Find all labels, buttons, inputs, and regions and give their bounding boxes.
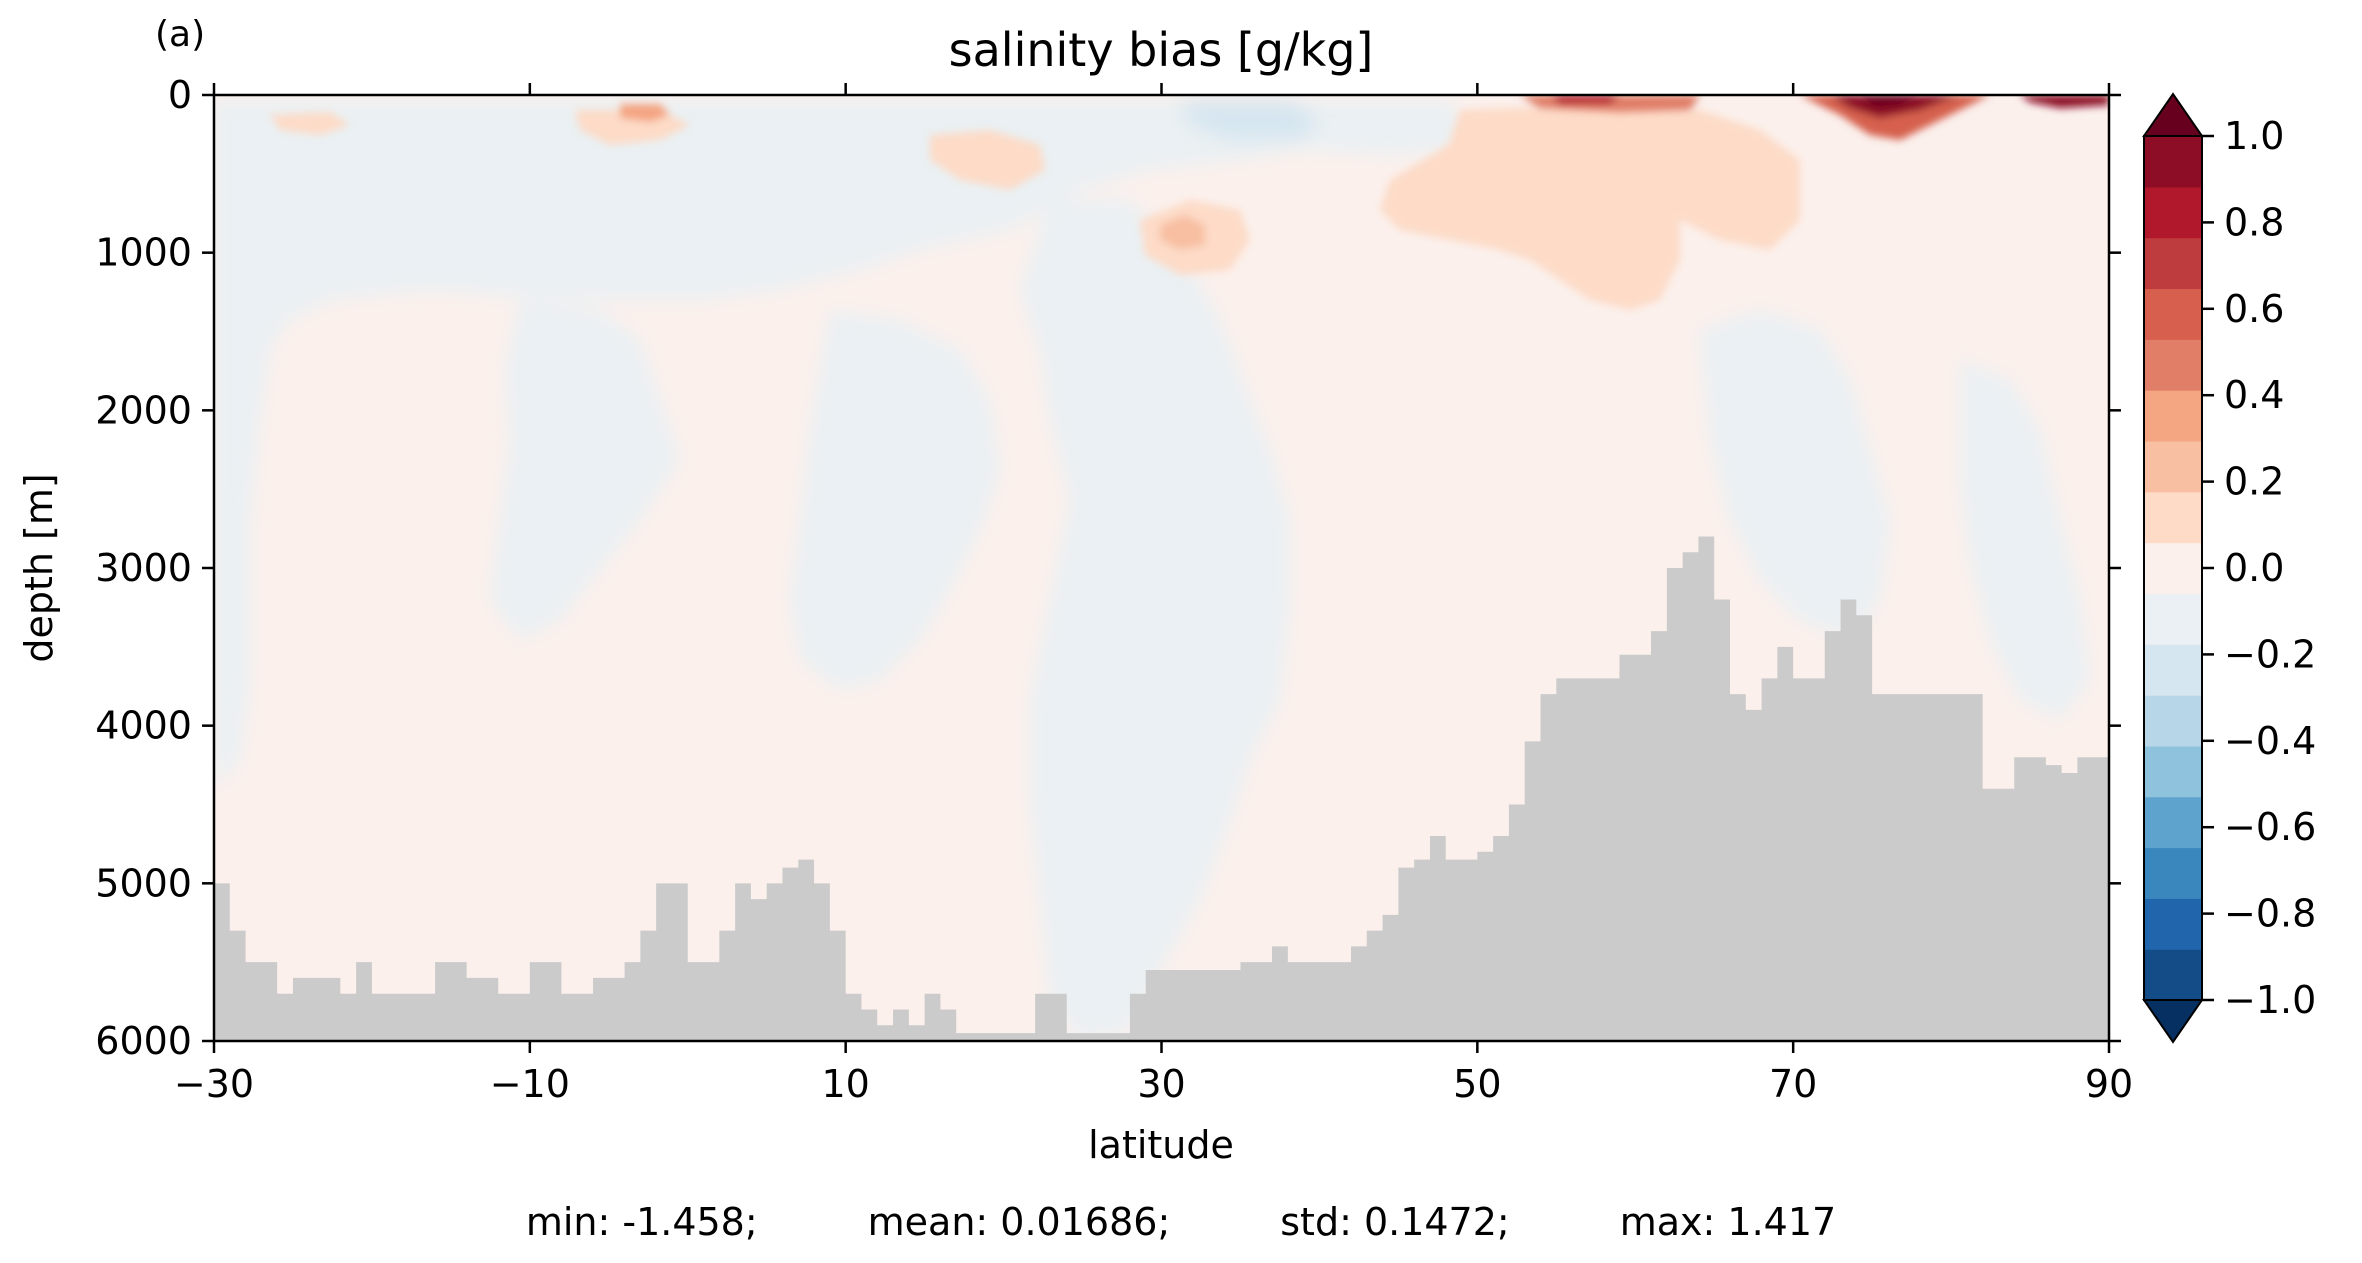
field-arctic-surface-bias (1520, 95, 2109, 140)
x-tick-label: 10 (821, 1062, 869, 1106)
y-axis: 0 1000 2000 3000 4000 5000 6000 (95, 73, 2121, 1063)
y-tick-label: 0 (168, 73, 192, 117)
stat-min: min: -1.458; (525, 1200, 758, 1244)
colorbar-tick-label: 0.6 (2224, 287, 2284, 331)
colorbar-tick-label: −1.0 (2224, 978, 2316, 1022)
colorbar-tick-label: 0.0 (2224, 546, 2284, 590)
fresh-region-center (790, 310, 1000, 690)
salty-region-upper-lobe-1 (575, 110, 690, 145)
x-axis-label: latitude (1088, 1123, 1234, 1167)
y-tick-label: 2000 (95, 388, 192, 432)
colorbar-tick-label: −0.2 (2224, 632, 2316, 676)
colorbar-segment (2144, 186, 2202, 239)
x-axis: −30 −10 10 30 50 70 90 (174, 83, 2133, 1106)
plot-area (214, 95, 2109, 1041)
stat-max: max: 1.417 (1619, 1200, 1837, 1244)
colorbar-segment (2144, 390, 2202, 442)
y-tick-label: 1000 (95, 231, 192, 275)
x-tick-label: −10 (490, 1062, 570, 1106)
colorbar-segment (2144, 644, 2202, 696)
colorbar-segment (2144, 542, 2202, 595)
fresh-region-east-deep (1700, 310, 1890, 640)
x-tick-label: 30 (1137, 1062, 1185, 1106)
colorbar-segment (2144, 949, 2202, 1001)
colorbar-tick-label: 0.4 (2224, 373, 2284, 417)
colorbar-segment (2144, 136, 2202, 188)
colorbar-segment (2144, 440, 2202, 493)
colorbar-tick-label: −0.4 (2224, 719, 2316, 763)
colorbar-tick-label: −0.8 (2224, 892, 2316, 936)
colorbar-tick-label: 1.0 (2224, 114, 2284, 158)
x-tick-label: 50 (1453, 1062, 1501, 1106)
x-tick-label: 70 (1769, 1062, 1817, 1106)
salty-arctic-surface-core (1550, 95, 1620, 104)
y-tick-label: 6000 (95, 1019, 192, 1063)
colorbar-segment (2144, 288, 2202, 340)
colorbar-extend-max (2142, 92, 2204, 137)
y-tick-label: 4000 (95, 704, 192, 748)
salty-core-upper-lobe (620, 104, 670, 122)
colorbar-segment (2144, 593, 2202, 645)
fresh-region-mid-column (1020, 200, 1290, 1041)
y-tick-label: 3000 (95, 546, 192, 590)
field-fresh-bias-regions (214, 100, 2090, 1041)
colorbar-segment (2144, 898, 2202, 950)
fresh-region-arctic (1960, 360, 2090, 720)
fresh-region-west-pocket (490, 300, 680, 640)
fresh-region-surface-center (1180, 100, 1320, 140)
salty-polar-surface-core (1830, 95, 1960, 118)
colorbar-segment (2144, 745, 2202, 798)
fresh-region-upper-band (214, 100, 1470, 350)
statistics-line: min: -1.458; mean: 0.01686; std: 0.1472; ma… (0, 1200, 2362, 1244)
colorbar-segment (2144, 237, 2202, 290)
stat-std: std: 0.1472; (1280, 1200, 1510, 1244)
salty-polar-surface-max (1860, 95, 1920, 106)
stat-mean: mean: 0.01686; (867, 1200, 1171, 1244)
salty-region-upper-lobe-2 (270, 112, 350, 135)
colorbar-tick-label: −0.6 (2224, 805, 2316, 849)
salty-region-north-atlantic (1450, 105, 1800, 250)
salty-core-mediterranean (1160, 215, 1205, 250)
salty-region-tropical-subsurface (930, 130, 1045, 190)
colorbar-tick-label: 0.8 (2224, 200, 2284, 244)
colorbar: 1.0 0.8 0.6 0.4 0.2 0.0 −0.2 −0.4 −0.6 −0.8 −1.0 (2142, 92, 2316, 1044)
x-tick-label: −30 (174, 1062, 254, 1106)
x-tick-label: 90 (2085, 1062, 2133, 1106)
colorbar-segment (2144, 847, 2202, 899)
y-tick-label: 5000 (95, 861, 192, 905)
colorbar-extend-min (2142, 999, 2204, 1044)
colorbar-segment (2144, 339, 2202, 391)
field-salty-bias-regions (270, 104, 1800, 310)
chart-title: salinity bias [g/kg] (949, 23, 1374, 77)
panel-label: (a) (155, 14, 205, 55)
colorbar-segment (2144, 491, 2202, 544)
colorbar-segment (2144, 695, 2202, 747)
y-axis-label: depth [m] (17, 473, 61, 662)
colorbar-segment (2144, 796, 2202, 849)
bathymetry-mask (214, 536, 2109, 1041)
salty-north-pole-surface (2020, 95, 2109, 108)
colorbar-tick-label: 0.2 (2224, 460, 2284, 504)
